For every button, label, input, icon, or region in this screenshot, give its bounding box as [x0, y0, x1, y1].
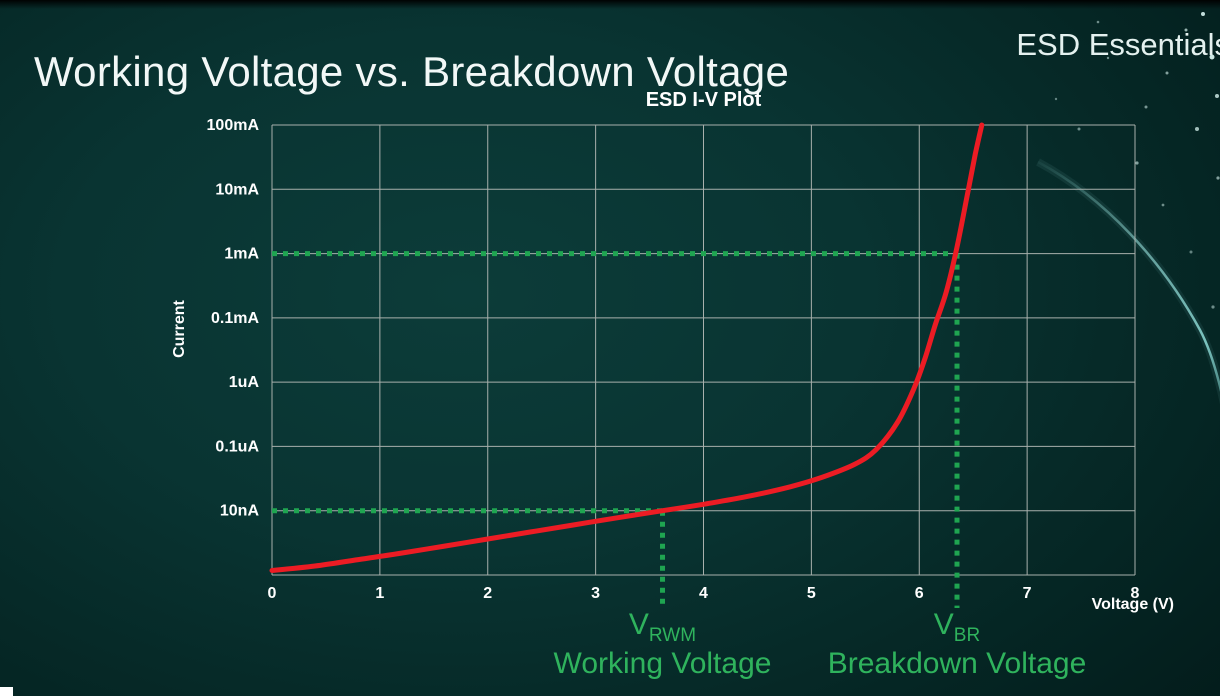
svg-text:5: 5 — [807, 585, 816, 602]
svg-text:1mA: 1mA — [224, 246, 259, 263]
top-edge-shadow — [0, 0, 1220, 9]
vbr-symbol: VBR — [933, 608, 981, 646]
swoosh-curve — [1036, 158, 1220, 405]
svg-text:1uA: 1uA — [229, 374, 260, 391]
vrwm-marker-lines — [272, 508, 666, 608]
particle-dots — [1054, 12, 1220, 309]
vrwm-symbol: VRWM — [628, 608, 697, 646]
svg-text:100mA: 100mA — [207, 117, 260, 134]
corner-artifact — [0, 687, 13, 696]
chart-title: ESD I-V Plot — [645, 89, 762, 111]
svg-text:10mA: 10mA — [215, 181, 259, 198]
x-tick-labels: 0 1 2 3 4 5 6 7 8 — [268, 585, 1140, 602]
iv-curve — [269, 122, 985, 573]
svg-text:6: 6 — [915, 585, 924, 602]
grid-lines — [271, 124, 1136, 576]
vrwm-caption: Working Voltage — [553, 646, 772, 680]
svg-text:2: 2 — [483, 585, 492, 602]
brand-text: ESD Essentials — [1016, 27, 1220, 62]
svg-text:0.1uA: 0.1uA — [215, 438, 259, 455]
svg-text:10nA: 10nA — [220, 503, 260, 520]
svg-text:8: 8 — [1131, 585, 1140, 602]
svg-text:0: 0 — [268, 585, 277, 602]
page-title: Working Voltage vs. Breakdown Voltage — [34, 48, 790, 96]
vrwm-annotation: VRWM Working Voltage — [554, 609, 772, 681]
svg-text:7: 7 — [1023, 585, 1032, 602]
svg-text:4: 4 — [699, 585, 708, 602]
vbr-annotation: VBR Breakdown Voltage — [828, 609, 1087, 681]
svg-text:1: 1 — [375, 585, 384, 602]
vbr-marker-lines — [272, 251, 960, 608]
x-axis-label: Voltage (V) — [1091, 596, 1174, 613]
vbr-caption: Breakdown Voltage — [827, 646, 1087, 680]
svg-text:3: 3 — [591, 585, 600, 602]
vrwm-subscript: RWM — [648, 625, 697, 646]
y-tick-labels: 100mA 10mA 1mA 0.1mA 1uA 0.1uA 10nA — [207, 117, 260, 520]
vbr-subscript: BR — [953, 625, 981, 646]
svg-text:0.1mA: 0.1mA — [211, 310, 259, 327]
